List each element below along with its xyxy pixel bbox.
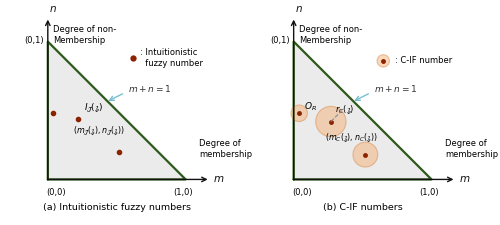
Text: $(m_C(\mathfrak{z}),n_C(\mathfrak{z}))$: $(m_C(\mathfrak{z}),n_C(\mathfrak{z}))$ (326, 131, 378, 144)
Circle shape (316, 106, 346, 137)
Text: (0,1): (0,1) (270, 36, 289, 45)
Text: Degree of non-
Membership: Degree of non- Membership (54, 25, 116, 45)
Text: $m$: $m$ (213, 174, 224, 184)
Text: $r_C(\mathfrak{z})$: $r_C(\mathfrak{z})$ (335, 103, 354, 116)
Circle shape (291, 105, 308, 122)
Text: $n$: $n$ (295, 4, 303, 14)
Text: $n$: $n$ (49, 4, 57, 14)
Text: (b) C-IF numbers: (b) C-IF numbers (322, 203, 402, 212)
Circle shape (377, 55, 390, 67)
Text: Degree of non-
Membership: Degree of non- Membership (299, 25, 362, 45)
Text: $m+n=1$: $m+n=1$ (128, 83, 172, 94)
Text: $I_\mathcal{J}(\mathfrak{z})$: $I_\mathcal{J}(\mathfrak{z})$ (84, 101, 103, 115)
Text: : Intuitionistic
  fuzzy number: : Intuitionistic fuzzy number (140, 48, 203, 68)
Text: (a) Intuitionistic fuzzy numbers: (a) Intuitionistic fuzzy numbers (42, 203, 190, 212)
Text: : C-IF number: : C-IF number (395, 56, 452, 65)
Text: (1,0): (1,0) (173, 188, 193, 197)
Text: (0,0): (0,0) (292, 188, 312, 197)
Text: (1,0): (1,0) (419, 188, 438, 197)
Text: $m$: $m$ (459, 174, 470, 184)
Text: $(m_\mathcal{J}(\mathfrak{z}),n_\mathcal{J}(\mathfrak{z}))$: $(m_\mathcal{J}(\mathfrak{z}),n_\mathcal… (72, 124, 124, 138)
Text: (0,0): (0,0) (46, 188, 66, 197)
Circle shape (353, 142, 378, 167)
Polygon shape (48, 42, 186, 179)
Text: (0,1): (0,1) (24, 36, 44, 45)
Text: $O_R$: $O_R$ (304, 101, 317, 113)
Text: Degree of
membership: Degree of membership (200, 139, 252, 159)
Text: $m+n=1$: $m+n=1$ (374, 83, 417, 94)
Text: Degree of
membership: Degree of membership (446, 139, 498, 159)
Polygon shape (294, 42, 432, 179)
